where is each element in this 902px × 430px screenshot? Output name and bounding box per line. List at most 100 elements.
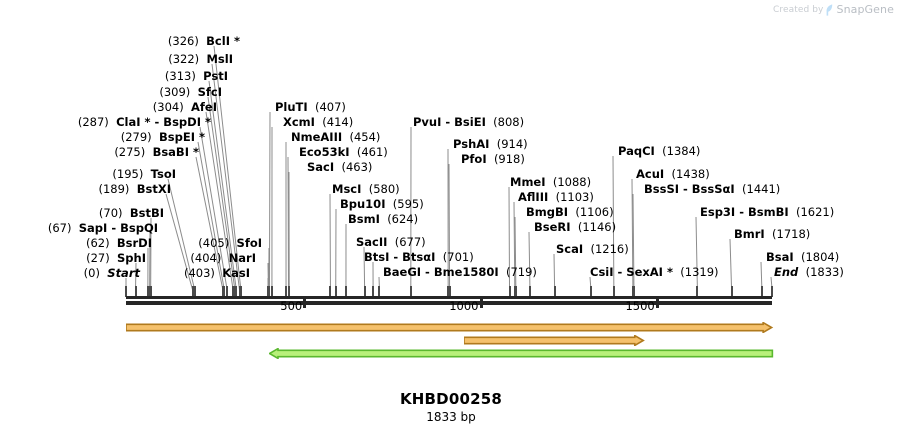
enzyme-position: (1621): [795, 205, 835, 219]
enzyme-label-bspei: (279) BspEI *: [121, 131, 205, 143]
enzyme-label-nmeaiii: NmeAIII (454): [291, 131, 380, 143]
enzyme-name: AfeI: [191, 100, 217, 114]
enzyme-label-paqci: PaqCI (1384): [618, 145, 700, 157]
enzyme-label-pvui: PvuI - BsiEI (808): [413, 116, 524, 128]
enzyme-position: (1833): [805, 265, 844, 279]
enzyme-name: BmgBI: [526, 205, 569, 219]
ruler-tick-mark: [655, 299, 659, 308]
enzyme-position: (404): [190, 251, 222, 265]
enzyme-label-scai: ScaI (1216): [556, 243, 629, 255]
enzyme-position: (918): [493, 152, 525, 166]
enzyme-label-tsoi: (195) TsoI: [112, 168, 176, 180]
enzyme-position: (701): [442, 250, 474, 264]
enzyme-label-msli: (322) MslI: [168, 53, 233, 65]
restriction-site-tick: [448, 286, 451, 297]
enzyme-position: (326): [167, 34, 199, 48]
restriction-site-tick: [514, 286, 517, 297]
sequence-title: KHBD00258: [0, 390, 902, 408]
enzyme-label-end: End (1833): [774, 266, 844, 278]
enzyme-position: (677): [394, 235, 426, 249]
enzyme-position: (304): [152, 100, 184, 114]
enzyme-label-sacii: SacII (677): [356, 236, 426, 248]
leader-line: [268, 111, 271, 296]
restriction-site-tick: [270, 286, 273, 297]
leader-line: [287, 156, 290, 296]
enzyme-name: NarI: [228, 251, 256, 265]
restriction-site-tick: [191, 286, 194, 297]
leader-line: [508, 186, 511, 296]
sequence-name: KHBD00258: [399, 390, 503, 408]
restriction-site-tick: [288, 286, 291, 297]
restriction-site-tick: [233, 286, 236, 297]
enzyme-position: (1216): [590, 242, 629, 256]
enzyme-name: AcuI: [636, 167, 665, 181]
enzyme-name: BclI *: [206, 34, 240, 48]
enzyme-name: SapI - BspQI: [78, 221, 158, 235]
ruler-bar-bottom: [126, 301, 773, 305]
restriction-site-tick: [235, 286, 238, 297]
enzyme-name: BstBI: [129, 206, 164, 220]
enzyme-name: SphI: [117, 251, 146, 265]
enzyme-name: SfoI: [236, 236, 262, 250]
restriction-site-tick: [730, 286, 733, 297]
ruler-tick-label: 1500: [625, 299, 655, 313]
restriction-site-tick: [238, 286, 241, 297]
enzyme-position: (1088): [552, 175, 592, 189]
green-feature-1: [267, 344, 774, 363]
enzyme-name: SfcI: [197, 85, 222, 99]
enzyme-name: PstI: [203, 69, 228, 83]
enzyme-name: BsmI: [348, 212, 380, 226]
enzyme-label-afei: (304) AfeI: [153, 101, 217, 113]
enzyme-position: (461): [356, 145, 388, 159]
enzyme-label-bstxi: (189) BstXI: [98, 183, 171, 195]
enzyme-position: (580): [368, 182, 400, 196]
enzyme-position: (624): [387, 212, 419, 226]
enzyme-position: (279): [120, 130, 152, 144]
enzyme-label-start: (0) Start: [84, 267, 140, 279]
enzyme-name: Eco53kI: [299, 145, 350, 159]
restriction-site-tick: [268, 286, 271, 297]
enzyme-position: (414): [322, 115, 354, 129]
enzyme-position: (27): [86, 251, 110, 265]
enzyme-name: SacI: [307, 160, 335, 174]
enzyme-position: (1146): [577, 220, 617, 234]
enzyme-position: (62): [85, 236, 110, 250]
enzyme-label-sfci: (309) SfcI: [159, 86, 222, 98]
restriction-site-tick: [134, 286, 137, 297]
enzyme-position: (1384): [662, 144, 701, 158]
snapgene-watermark: Created by SnapGene: [773, 3, 894, 16]
enzyme-position: (405): [198, 236, 230, 250]
restriction-site-tick: [771, 286, 774, 297]
restriction-site-tick: [125, 286, 127, 297]
enzyme-position: (808): [493, 115, 525, 129]
restriction-site-tick: [193, 286, 196, 297]
enzyme-name: PshAI: [453, 137, 490, 151]
restriction-site-tick: [508, 286, 511, 297]
restriction-site-tick: [146, 286, 149, 297]
enzyme-label-bsabi: (275) BsaBI *: [114, 146, 199, 158]
enzyme-name: MslI: [206, 52, 233, 66]
enzyme-label-bmgbi: BmgBI (1106): [526, 206, 614, 218]
enzyme-position: (1804): [800, 250, 840, 264]
enzyme-label-esp3i: Esp3I - BsmBI (1621): [700, 206, 834, 218]
enzyme-position: (0): [83, 266, 100, 280]
enzyme-name: BseRI: [534, 220, 571, 234]
enzyme-name: NmeAIII: [291, 130, 343, 144]
enzyme-name: Esp3I - BsmBI: [700, 205, 789, 219]
enzyme-label-bstbi: (70) BstBI: [99, 207, 164, 219]
enzyme-name: MscI: [332, 182, 362, 196]
enzyme-name: Bpu10I: [340, 197, 386, 211]
restriction-site-tick: [148, 286, 151, 297]
enzyme-label-psti: (313) PstI: [165, 70, 228, 82]
feature-arrow-shape: [267, 347, 773, 360]
restriction-site-tick: [612, 286, 615, 297]
leader-line: [513, 201, 516, 296]
leader-line: [165, 193, 194, 296]
enzyme-name: SacII: [356, 235, 388, 249]
restriction-site-tick: [589, 286, 592, 297]
enzyme-label-xcmi: XcmI (414): [283, 116, 353, 128]
enzyme-name: BsrDI: [116, 236, 152, 250]
restriction-site-tick: [149, 286, 152, 297]
enzyme-name: TsoI: [150, 167, 176, 181]
restriction-site-tick: [632, 286, 635, 297]
